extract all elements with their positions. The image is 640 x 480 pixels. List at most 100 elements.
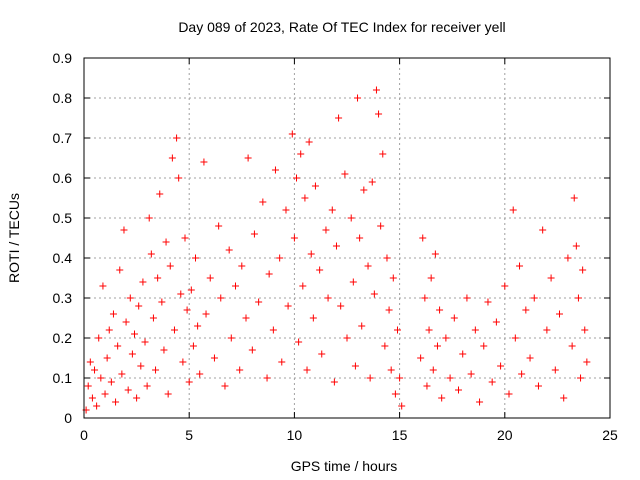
y-tick-label: 0.3 <box>53 290 73 306</box>
data-point <box>221 382 229 390</box>
data-point <box>509 206 517 214</box>
data-point <box>160 346 168 354</box>
data-point <box>564 254 572 262</box>
data-point <box>271 166 279 174</box>
data-point <box>396 374 404 382</box>
data-point <box>303 366 311 374</box>
data-point <box>133 394 141 402</box>
data-point <box>556 310 564 318</box>
data-point <box>389 274 397 282</box>
data-point <box>284 302 292 310</box>
data-point <box>471 326 479 334</box>
data-point <box>297 150 305 158</box>
data-point <box>324 294 332 302</box>
data-point <box>311 182 319 190</box>
data-point <box>492 318 500 326</box>
data-point <box>534 382 542 390</box>
data-point <box>421 294 429 302</box>
data-point <box>433 342 441 350</box>
data-point <box>152 366 160 374</box>
data-point <box>570 194 578 202</box>
data-point <box>455 386 463 394</box>
data-point <box>149 314 157 322</box>
data-point <box>335 114 343 122</box>
data-point <box>343 334 351 342</box>
data-point <box>170 326 178 334</box>
data-point <box>419 234 427 242</box>
data-point <box>425 326 433 334</box>
data-point <box>86 358 94 366</box>
data-point <box>288 130 296 138</box>
data-point <box>231 282 239 290</box>
data-point <box>488 378 496 386</box>
data-point <box>583 358 591 366</box>
data-point <box>166 262 174 270</box>
chart-title: Day 089 of 2023, Rate Of TEC Index for r… <box>178 19 505 35</box>
data-point <box>118 370 126 378</box>
data-point <box>330 378 338 386</box>
data-point <box>364 262 372 270</box>
data-point <box>398 402 406 410</box>
data-point <box>431 250 439 258</box>
data-point <box>139 278 147 286</box>
data-point <box>377 222 385 230</box>
data-point <box>236 366 244 374</box>
data-point <box>145 214 153 222</box>
data-point <box>227 334 235 342</box>
data-point <box>154 274 162 282</box>
data-point <box>255 298 263 306</box>
data-point <box>547 274 555 282</box>
data-point <box>393 326 401 334</box>
data-point <box>581 326 589 334</box>
data-point <box>242 314 250 322</box>
y-tick-label: 0.9 <box>53 50 73 66</box>
data-point <box>269 326 277 334</box>
data-point <box>103 354 111 362</box>
data-point <box>427 274 435 282</box>
data-point <box>248 346 256 354</box>
data-point <box>196 370 204 378</box>
data-point <box>484 298 492 306</box>
data-point <box>282 206 290 214</box>
x-tick-label: 10 <box>287 427 303 443</box>
data-point <box>88 394 96 402</box>
data-point <box>105 326 113 334</box>
y-axis-title: ROTI / TECUs <box>6 193 22 283</box>
data-point <box>101 390 109 398</box>
data-point <box>114 342 122 350</box>
data-point <box>417 354 425 362</box>
data-point <box>215 222 223 230</box>
data-point <box>112 398 120 406</box>
data-point <box>383 254 391 262</box>
data-point <box>354 94 362 102</box>
data-point <box>120 226 128 234</box>
data-point <box>259 198 267 206</box>
y-tick-label: 0.2 <box>53 330 73 346</box>
grid-lines <box>84 58 610 418</box>
data-point <box>183 306 191 314</box>
data-point <box>463 294 471 302</box>
data-point <box>511 334 519 342</box>
data-point <box>551 366 559 374</box>
data-point <box>99 282 107 290</box>
y-tick-label: 0.5 <box>53 210 73 226</box>
data-point <box>497 362 505 370</box>
data-point <box>181 234 189 242</box>
x-tick-label: 15 <box>392 427 408 443</box>
data-point <box>360 186 368 194</box>
data-point <box>322 226 330 234</box>
data-point <box>225 246 233 254</box>
data-point <box>505 390 513 398</box>
data-point <box>91 366 99 374</box>
data-point <box>467 370 475 378</box>
data-point <box>305 138 313 146</box>
data-point <box>276 254 284 262</box>
data-point <box>366 374 374 382</box>
data-point <box>238 262 246 270</box>
data-point <box>347 214 355 222</box>
data-point <box>278 358 286 366</box>
data-point <box>476 398 484 406</box>
data-point <box>375 110 383 118</box>
data-point <box>116 266 124 274</box>
data-point <box>579 266 587 274</box>
